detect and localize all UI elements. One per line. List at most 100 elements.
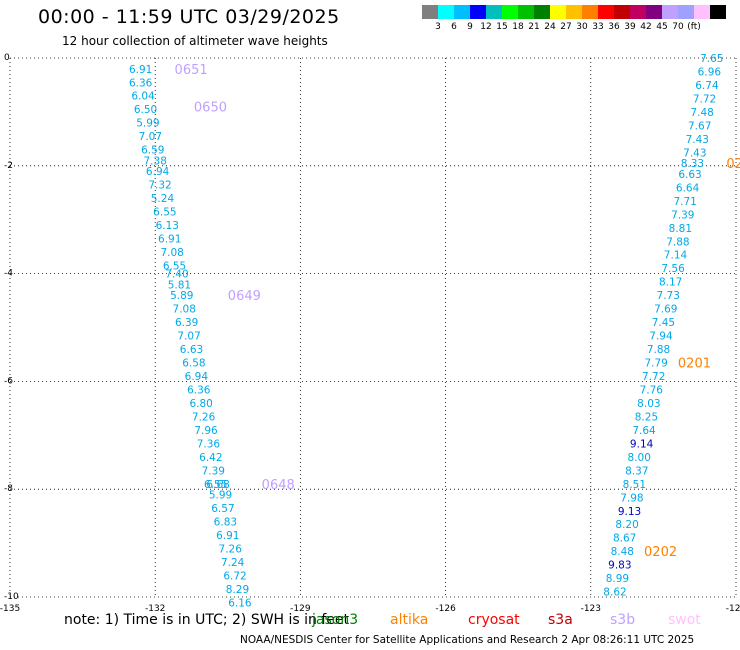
wave-height-label: 7.39 [671, 209, 694, 221]
wave-height-label: 7.38 [144, 155, 167, 167]
legend-swatch [614, 5, 630, 19]
legend-label: 9 [467, 22, 473, 32]
wave-height-label: 8.51 [623, 479, 646, 491]
wave-height-label: 6.55 [163, 261, 186, 273]
legend-label: 45 [656, 22, 668, 32]
wave-height-label: 6.59 [141, 145, 164, 157]
wave-height-label: 7.94 [649, 331, 673, 343]
wave-height-label: 6.94 [146, 166, 170, 178]
legend-swatch [486, 5, 502, 19]
wave-height-label: 5.99 [209, 490, 232, 502]
footer-credit: NOAA/NESDIS Center for Satellite Applica… [240, 634, 695, 646]
wave-height-label: 8.03 [637, 398, 660, 410]
wave-height-label: 8.48 [611, 546, 634, 558]
wave-height-label: 8.99 [606, 573, 629, 585]
wave-height-label: 7.79 [644, 358, 667, 370]
wave-height-label: 6.74 [695, 80, 719, 92]
wave-height-label: 7.48 [690, 107, 713, 119]
wave-height-label: 6.39 [175, 317, 198, 329]
wave-height-label: 7.88 [666, 236, 689, 248]
wave-height-label: 7.43 [686, 134, 709, 146]
wave-height-label: 7.73 [657, 290, 680, 302]
wave-height-label: 6.36 [129, 77, 153, 89]
wave-height-label: 7.07 [177, 331, 200, 343]
legend-label: 27 [560, 22, 572, 32]
wave-height-label: 7.64 [632, 425, 656, 437]
pass-label: 0650 [194, 101, 227, 116]
wave-height-label: 7.39 [202, 465, 225, 477]
legend-swatch [502, 5, 518, 19]
wave-height-label: 6.63 [678, 169, 701, 181]
x-tick-label: -135 [0, 604, 20, 614]
wave-height-label: 7.69 [654, 304, 677, 316]
wave-height-label: 6.58 [182, 358, 205, 370]
wave-height-label: 7.88 [647, 344, 670, 356]
legend-swatch [646, 5, 662, 19]
wave-height-label: 6.94 [185, 371, 209, 383]
legend-swatch [710, 5, 726, 19]
wave-height-label: 6.91 [129, 64, 152, 76]
wave-height-label: 8.17 [659, 277, 682, 289]
wave-height-label: 7.08 [173, 304, 196, 316]
sat-altika: altika [390, 612, 429, 628]
legend-swatch [550, 5, 566, 19]
wave-height-label: 6.91 [158, 234, 181, 246]
legend-label: 15 [496, 22, 508, 32]
wave-height-label: 6.91 [216, 530, 239, 542]
pass-label: 0201 [678, 357, 711, 372]
wave-height-label: 7.43 [683, 147, 706, 159]
wave-height-label: 7.65 [700, 53, 723, 65]
legend-swatch [438, 5, 454, 19]
wave-height-label: 7.56 [661, 263, 685, 275]
wave-height-label: 6.36 [187, 384, 211, 396]
legend-label: 33 [592, 22, 604, 32]
wave-height-label: 7.45 [652, 317, 675, 329]
wave-height-label: 8.29 [226, 584, 249, 596]
legend-label: 42 [640, 22, 652, 32]
wave-height-label: 6.04 [131, 91, 155, 103]
wave-height-label: 5.24 [151, 193, 175, 205]
legend-label: 24 [544, 22, 556, 32]
wave-height-label: 8.20 [615, 519, 638, 531]
wave-height-label: 8.81 [669, 223, 692, 235]
wave-height-label: 7.98 [620, 492, 643, 504]
wave-height-label: 7.76 [640, 384, 664, 396]
wave-height-label: 8.67 [613, 533, 636, 545]
wave-height-label: 6.63 [180, 344, 203, 356]
x-tick-label: -123 [581, 604, 601, 614]
y-tick-label: -2 [4, 161, 13, 171]
wave-height-label: 5.89 [170, 290, 193, 302]
wave-height-label: 5.81 [168, 279, 191, 291]
wave-height-label: 7.26 [219, 543, 243, 555]
legend-label: 36 [608, 22, 620, 32]
x-tick-label: -126 [435, 604, 456, 614]
map-title: 00:00 - 11:59 UTC 03/29/2025 [38, 6, 340, 28]
y-tick-label: -8 [4, 484, 13, 494]
legend-swatch [662, 5, 678, 19]
wave-height-label: 7.67 [688, 120, 711, 132]
y-tick-label: -6 [4, 376, 13, 386]
pass-label: 0649 [228, 289, 261, 304]
legend-swatch [694, 5, 710, 19]
legend-label: 39 [624, 22, 636, 32]
wave-height-label: 7.72 [642, 371, 665, 383]
legend-swatch [598, 5, 614, 19]
pass-label: 0651 [175, 63, 208, 78]
wave-height-label: 8.62 [603, 587, 626, 599]
map-subtitle: 12 hour collection of altimeter wave hei… [62, 34, 328, 48]
wave-height-label: 6.55 [204, 479, 227, 491]
wave-height-label: 7.24 [221, 557, 245, 569]
wave-height-label: 7.32 [148, 180, 171, 192]
legend-swatch [518, 5, 534, 19]
legend-label: 21 [528, 22, 540, 32]
wave-height-label: 9.14 [630, 438, 654, 450]
legend-swatch [454, 5, 470, 19]
sat-s3b: s3b [610, 612, 636, 628]
legend-swatch [630, 5, 646, 19]
legend-label: (ft) [687, 22, 701, 32]
wave-height-label: 5.99 [136, 118, 159, 130]
wave-height-label: 7.71 [673, 196, 696, 208]
legend-label: 70 [672, 22, 684, 32]
wave-height-label: 8.33 [681, 158, 704, 170]
